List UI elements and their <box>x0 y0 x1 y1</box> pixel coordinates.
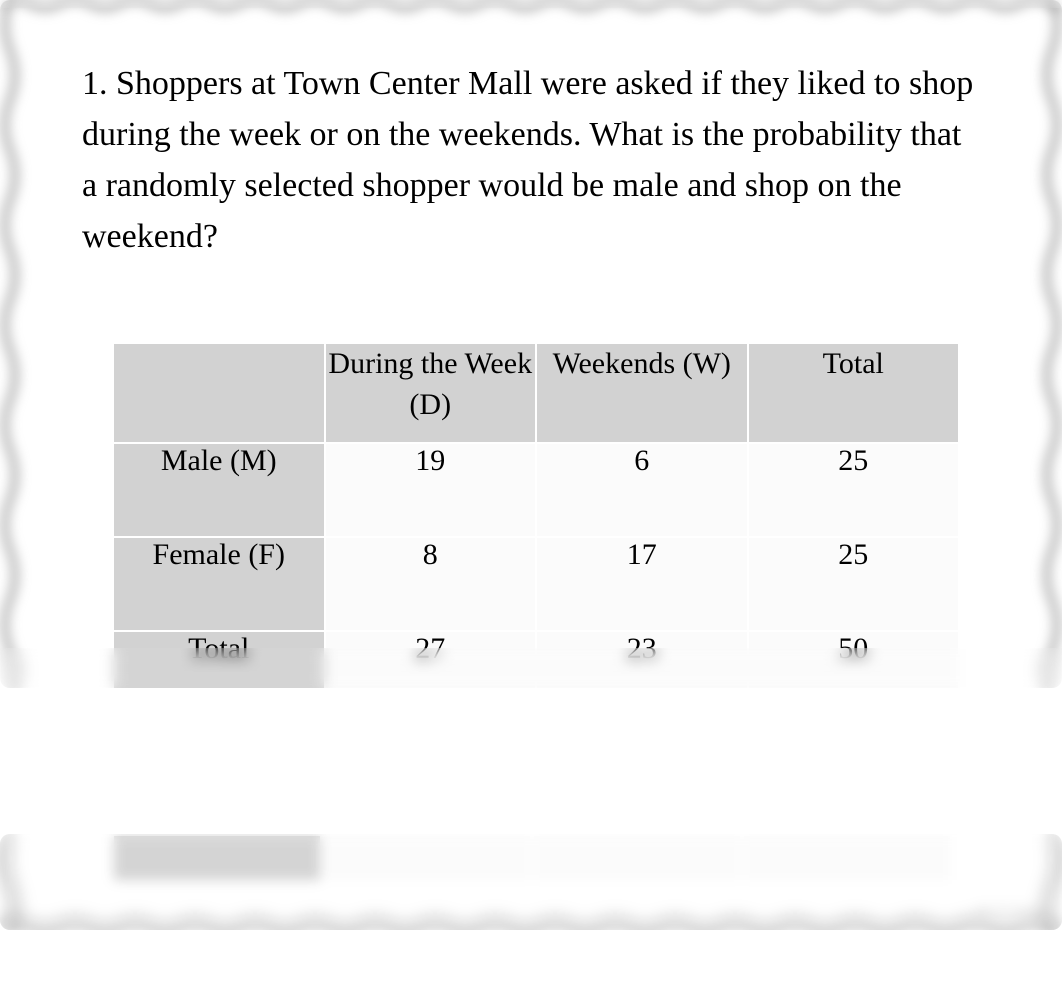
table-header-total: Total <box>748 343 960 443</box>
cell-male-weekends: 6 <box>536 443 748 537</box>
table-header-during-week: During the Week (D) <box>325 343 537 443</box>
table-row: Male (M) 19 6 25 <box>113 443 959 537</box>
table-row: Female (F) 8 17 25 <box>113 537 959 631</box>
content-area: 1. Shoppers at Town Center Mall were ask… <box>82 58 982 294</box>
wave-border-bottom <box>0 918 1062 930</box>
cell-total-total: 50 <box>748 631 960 688</box>
table-header-row: During the Week (D) Weekends (W) Total <box>113 343 959 443</box>
row-label-female: Female (F) <box>113 537 325 631</box>
data-table-wrap: During the Week (D) Weekends (W) Total M… <box>112 342 960 688</box>
sliver-rowlabel <box>112 834 322 882</box>
data-table: During the Week (D) Weekends (W) Total M… <box>112 342 960 688</box>
table-sliver-bottom <box>112 834 960 882</box>
cell-total-during: 27 <box>325 631 537 688</box>
footer-watermark: — — — — <box>978 902 1040 916</box>
cell-total-weekends: 23 <box>536 631 748 688</box>
cell-male-total: 25 <box>748 443 960 537</box>
row-label-male: Male (M) <box>113 443 325 537</box>
wave-border-left <box>0 0 22 688</box>
cell-female-weekends: 17 <box>536 537 748 631</box>
cell-female-during: 8 <box>325 537 537 631</box>
page-container: 1. Shoppers at Town Center Mall were ask… <box>0 0 1062 982</box>
table-row: Total 27 23 50 <box>113 631 959 688</box>
slide-top: 1. Shoppers at Town Center Mall were ask… <box>0 0 1062 688</box>
sliver-cell <box>532 834 742 882</box>
wave-border-left-bottom <box>0 834 22 930</box>
cell-female-total: 25 <box>748 537 960 631</box>
wave-border-right <box>1040 0 1062 688</box>
table-header-blank <box>113 343 325 443</box>
wave-border-right-bottom <box>1040 834 1062 930</box>
cell-male-during: 19 <box>325 443 537 537</box>
sliver-cell <box>742 834 952 882</box>
wave-border-top <box>0 0 1062 12</box>
sliver-cell <box>322 834 532 882</box>
table-header-weekends: Weekends (W) <box>536 343 748 443</box>
slide-bottom: — — — — <box>0 834 1062 930</box>
question-text: 1. Shoppers at Town Center Mall were ask… <box>82 58 982 262</box>
row-label-total: Total <box>113 631 325 688</box>
